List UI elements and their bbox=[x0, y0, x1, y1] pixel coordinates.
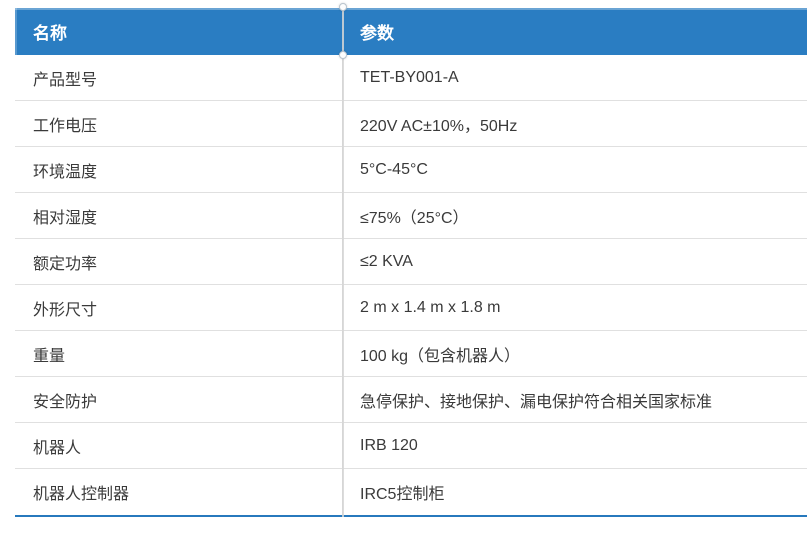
column-resize-handle-top[interactable] bbox=[339, 3, 347, 11]
row-value: IRC5控制柜 bbox=[360, 486, 445, 503]
spec-table: 名称 参数 产品型号 TET-BY001-A 工作电压 220V AC±10%，… bbox=[15, 3, 807, 517]
header-cell-name: 名称 bbox=[33, 24, 67, 43]
row-value: IRB 120 bbox=[360, 436, 418, 454]
row-label: 机器人控制器 bbox=[15, 469, 343, 515]
table-row: 机器人控制器 IRC5控制柜 bbox=[15, 469, 807, 515]
table-row: 安全防护 急停保护、接地保护、漏电保护符合相关国家标准 bbox=[15, 377, 807, 423]
column-divider[interactable] bbox=[342, 5, 344, 517]
row-value: 220V AC±10%，50Hz bbox=[360, 117, 518, 135]
row-label: 产品型号 bbox=[15, 55, 343, 100]
column-resize-handle-bottom[interactable] bbox=[339, 51, 347, 59]
row-label: 相对湿度 bbox=[15, 193, 343, 238]
row-value: ≤2 KVA bbox=[360, 252, 413, 270]
table-row: 额定功率 ≤2 KVA bbox=[15, 239, 807, 285]
table-row: 工作电压 220V AC±10%，50Hz bbox=[15, 101, 807, 147]
table-row: 外形尺寸 2 m x 1.4 m x 1.8 m bbox=[15, 285, 807, 331]
row-value: ≤75%（25°C） bbox=[360, 209, 469, 227]
table-row: 环境温度 5°C-45°C bbox=[15, 147, 807, 193]
row-value: 2 m x 1.4 m x 1.8 m bbox=[360, 298, 501, 316]
row-label: 重量 bbox=[15, 331, 343, 376]
row-value: TET-BY001-A bbox=[360, 68, 459, 86]
row-value: 100 kg（包含机器人） bbox=[360, 347, 521, 365]
table-header-row: 名称 参数 bbox=[15, 8, 807, 55]
row-label: 工作电压 bbox=[15, 101, 343, 146]
row-value: 急停保护、接地保护、漏电保护符合相关国家标准 bbox=[360, 393, 713, 411]
header-cell-param: 参数 bbox=[360, 24, 394, 43]
row-value: 5°C-45°C bbox=[360, 160, 428, 178]
table-row: 产品型号 TET-BY001-A bbox=[15, 55, 807, 101]
table-body: 产品型号 TET-BY001-A 工作电压 220V AC±10%，50Hz 环… bbox=[15, 55, 807, 515]
row-label: 安全防护 bbox=[15, 377, 343, 422]
table-row: 重量 100 kg（包含机器人） bbox=[15, 331, 807, 377]
row-label: 环境温度 bbox=[15, 147, 343, 192]
row-label: 机器人 bbox=[15, 423, 343, 468]
row-label: 额定功率 bbox=[15, 239, 343, 284]
row-label: 外形尺寸 bbox=[15, 285, 343, 330]
table-row: 相对湿度 ≤75%（25°C） bbox=[15, 193, 807, 239]
table-row: 机器人 IRB 120 bbox=[15, 423, 807, 469]
